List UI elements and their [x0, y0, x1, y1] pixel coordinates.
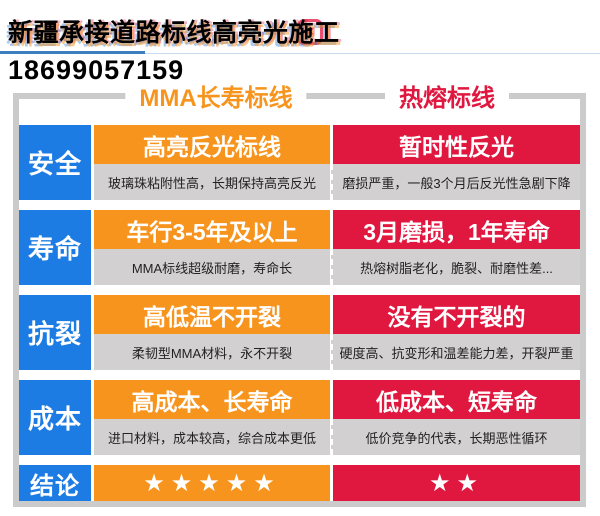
phone-number: 18699057159 [8, 55, 185, 85]
column-header-mma: MMA长寿标线 [125, 84, 307, 114]
mma-headline: 高低温不开裂 [94, 295, 330, 334]
page-title: 新疆承接道路标线高亮光施工 [8, 19, 340, 47]
mma-column-cell: 高成本、长寿命 进口材料，成本较高，综合成本更低 [94, 380, 330, 455]
hotmelt-detail: 硬度高、抗变形和温差能力差，开裂严重 [331, 334, 580, 370]
mma-column-cell: 高低温不开裂 柔韧型MMA材料，永不开裂 [94, 295, 330, 370]
table-row-safety: 安全 高亮反光标线 玻璃珠粘附性高，长期保持高亮反光 暂时性反光 磨损严重，一般… [19, 125, 580, 200]
hotmelt-headline: 没有不开裂的 [333, 295, 580, 334]
row-label: 结论 [19, 465, 91, 501]
hotmelt-detail: 热熔树脂老化，脆裂、耐磨性差... [331, 249, 580, 285]
hotmelt-column-cell: 3月磨损，1年寿命 热熔树脂老化，脆裂、耐磨性差... [331, 210, 580, 285]
mma-detail: MMA标线超级耐磨，寿命长 [94, 249, 330, 285]
title-underline-accent [0, 51, 145, 54]
table-rows: 安全 高亮反光标线 玻璃珠粘附性高，长期保持高亮反光 暂时性反光 磨损严重，一般… [19, 99, 580, 501]
comparison-table: MMA长寿标线 热熔标线 安全 高亮反光标线 玻璃珠粘附性高，长期保持高亮反光 … [13, 84, 586, 507]
mma-headline: 高成本、长寿命 [94, 380, 330, 419]
mma-headline: 高亮反光标线 [94, 125, 330, 164]
mma-star-rating: ★★★★★ [94, 465, 330, 501]
title-red-stamp-icon: ✕ [297, 19, 323, 45]
row-label: 安全 [19, 125, 91, 200]
hotmelt-detail: 磨损严重，一般3个月后反光性急剧下降 [331, 164, 580, 200]
table-row-lifespan: 寿命 车行3-5年及以上 MMA标线超级耐磨，寿命长 3月磨损，1年寿命 热熔树… [19, 210, 580, 285]
mma-column-cell: 高亮反光标线 玻璃珠粘附性高，长期保持高亮反光 [94, 125, 330, 200]
hotmelt-column-cell: 低成本、短寿命 低价竞争的代表，长期恶性循环 [331, 380, 580, 455]
row-label: 抗裂 [19, 295, 91, 370]
mma-headline: 车行3-5年及以上 [94, 210, 330, 249]
mma-detail: 玻璃珠粘附性高，长期保持高亮反光 [94, 164, 330, 200]
hotmelt-headline: 暂时性反光 [333, 125, 580, 164]
title-underline [0, 53, 600, 54]
row-label: 寿命 [19, 210, 91, 285]
hotmelt-headline: 3月磨损，1年寿命 [333, 210, 580, 249]
row-label: 成本 [19, 380, 91, 455]
hotmelt-column-cell: 没有不开裂的 硬度高、抗变形和温差能力差，开裂严重 [331, 295, 580, 370]
table-row-conclusion: 结论 ★★★★★ ★★ [19, 465, 580, 501]
hotmelt-headline: 低成本、短寿命 [333, 380, 580, 419]
column-header-hotmelt: 热熔标线 [385, 84, 509, 114]
hotmelt-detail: 低价竞争的代表，长期恶性循环 [331, 419, 580, 455]
mma-column-cell: 车行3-5年及以上 MMA标线超级耐磨，寿命长 [94, 210, 330, 285]
mma-detail: 柔韧型MMA材料，永不开裂 [94, 334, 330, 370]
table-row-crack-resistance: 抗裂 高低温不开裂 柔韧型MMA材料，永不开裂 没有不开裂的 硬度高、抗变形和温… [19, 295, 580, 370]
hotmelt-star-rating: ★★ [333, 465, 580, 501]
table-row-cost: 成本 高成本、长寿命 进口材料，成本较高，综合成本更低 低成本、短寿命 低价竞争… [19, 380, 580, 455]
hotmelt-column-cell: 暂时性反光 磨损严重，一般3个月后反光性急剧下降 [331, 125, 580, 200]
mma-detail: 进口材料，成本较高，综合成本更低 [94, 419, 330, 455]
